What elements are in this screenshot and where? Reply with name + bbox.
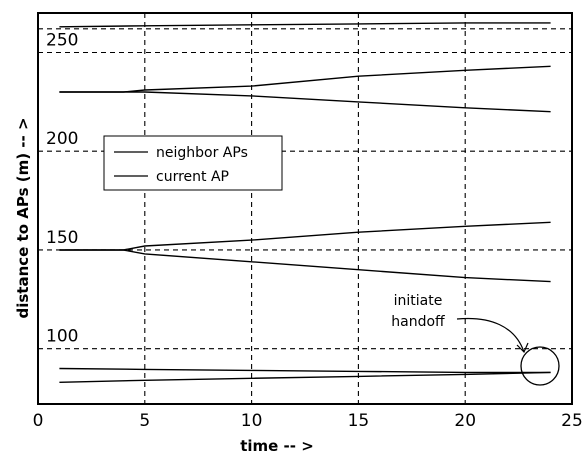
plot-frame [37, 12, 573, 405]
legend-box [103, 135, 283, 191]
y-tick-label-bg [42, 228, 80, 246]
legend: neighbor APs current AP [103, 135, 283, 191]
annotation-arrowhead [516, 342, 529, 354]
annotation-text-line-2: handoff [391, 314, 445, 330]
annotation-arrow [456, 317, 525, 353]
series-line-neighbor-ap-6 [59, 371, 551, 383]
y-tick-label: 250 [46, 30, 78, 50]
y-axis-label: distance to APs (m) -- > [14, 117, 32, 318]
y-tick-label-bg [42, 31, 80, 49]
series-line-neighbor-ap-1 [59, 22, 551, 28]
series-lines [59, 22, 551, 383]
grid-lines [38, 13, 572, 404]
x-tick-label: 10 [241, 411, 263, 431]
series-line-neighbor-ap-5 [59, 249, 551, 283]
handoff-annotation: initiate handoff [391, 293, 560, 386]
tick-labels: 0 5 10 15 20 25 100 150 200 250 [33, 30, 583, 431]
x-axis-label: time -- > [240, 437, 314, 455]
y-tick-label: 100 [46, 327, 78, 347]
handoff-circle [520, 346, 560, 386]
series-line-current-ap [59, 367, 551, 374]
x-tick-label: 20 [454, 411, 476, 431]
x-tick-label: 5 [139, 411, 150, 431]
legend-label-neighbor-aps: neighbor APs [156, 145, 248, 161]
y-tick-label: 200 [46, 129, 78, 149]
x-tick-label: 15 [348, 411, 370, 431]
y-tick-label: 150 [46, 228, 78, 248]
annotation-text-line-1: initiate [394, 293, 443, 309]
x-tick-label: 25 [561, 411, 583, 431]
series-line-neighbor-ap-3 [59, 91, 551, 113]
y-tick-label-bg [42, 130, 80, 148]
legend-label-current-ap: current AP [156, 169, 229, 185]
y-tick-label-bg [42, 327, 80, 345]
x-tick-label: 0 [33, 411, 44, 431]
